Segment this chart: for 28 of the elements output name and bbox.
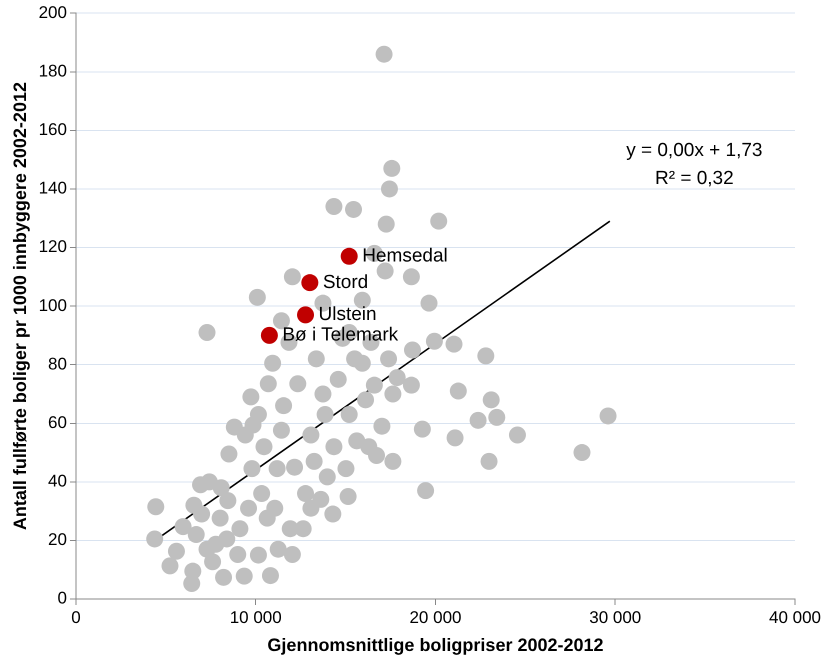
x-tick-label: 20 000	[409, 608, 462, 627]
y-tick-label: 0	[57, 588, 67, 608]
point	[260, 326, 278, 344]
annotation: Hemsedal	[362, 246, 448, 267]
point	[301, 274, 318, 292]
annotation: Bø i Telemark	[282, 324, 399, 346]
x-tick-label: 30 000	[589, 608, 642, 627]
y-axis-title: Antall fullførte boliger pr 1000 innbyggere 2002-2012	[10, 82, 30, 530]
y-tick-label: 20	[48, 530, 67, 550]
annotation: R² = 0,32	[654, 168, 734, 190]
y-tick-label: 140	[38, 178, 67, 198]
annotation: Ulstein	[318, 304, 377, 326]
y-tick-label: 200	[38, 2, 67, 22]
x-tick-label: 0	[71, 608, 81, 627]
y-tick-label: 180	[38, 61, 67, 80]
annotation: y = 0,00x + 1,73	[626, 140, 762, 162]
y-tick-label: 120	[38, 237, 67, 256]
y-tick-label: 40	[48, 472, 67, 491]
x-tick-label: 40 000	[769, 608, 821, 627]
point	[340, 248, 358, 265]
annotation: Stord	[322, 272, 368, 293]
y-tick-label: 80	[48, 354, 67, 374]
x-axis-title: Gjennomsnittlige boligpriser 2002-2012	[267, 635, 604, 656]
point	[297, 306, 314, 324]
y-tick-label: 60	[48, 412, 67, 432]
y-tick-label: 100	[38, 296, 67, 315]
x-tick-label: 10 000	[230, 608, 282, 627]
y-tick-label: 160	[38, 120, 67, 140]
